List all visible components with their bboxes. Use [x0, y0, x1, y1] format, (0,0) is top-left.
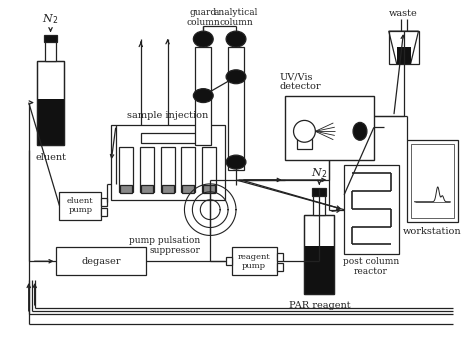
Bar — [284, 96, 374, 160]
Text: workstation: workstation — [403, 227, 462, 236]
Bar — [111, 125, 225, 200]
Polygon shape — [389, 31, 419, 64]
Bar — [182, 185, 194, 193]
Bar — [59, 192, 101, 220]
Bar — [36, 99, 64, 145]
Bar — [203, 185, 215, 193]
Ellipse shape — [293, 120, 315, 142]
Bar — [36, 61, 64, 145]
Bar — [226, 257, 232, 265]
Bar — [304, 246, 334, 294]
Text: N$_2$: N$_2$ — [43, 12, 59, 26]
Bar — [277, 263, 283, 271]
Bar — [161, 147, 174, 192]
Bar — [389, 31, 419, 64]
Bar — [312, 188, 326, 196]
Bar — [44, 35, 57, 42]
Text: reagent
pump: reagent pump — [237, 253, 270, 270]
Text: UV/Vis
detector: UV/Vis detector — [280, 72, 321, 91]
Bar — [232, 248, 277, 275]
Text: sample injection: sample injection — [127, 111, 208, 120]
Text: analytical
column: analytical column — [214, 7, 258, 27]
Bar — [195, 47, 211, 145]
Bar — [141, 133, 205, 143]
Bar — [297, 139, 312, 149]
Bar — [36, 61, 64, 145]
Bar — [182, 147, 195, 192]
Bar — [410, 144, 454, 218]
Bar — [202, 147, 216, 192]
Ellipse shape — [226, 70, 246, 84]
Text: N$_2$: N$_2$ — [311, 166, 328, 180]
Bar — [304, 215, 334, 294]
Bar — [407, 140, 458, 222]
Ellipse shape — [193, 31, 213, 47]
Text: degaser: degaser — [82, 257, 121, 266]
Ellipse shape — [226, 155, 246, 169]
Text: eluent
pump: eluent pump — [67, 197, 93, 214]
Bar — [304, 215, 334, 294]
Bar — [277, 253, 283, 261]
Text: pump pulsation
suppressor: pump pulsation suppressor — [129, 236, 201, 255]
Bar — [141, 185, 153, 193]
Text: waste: waste — [389, 9, 418, 18]
Ellipse shape — [226, 31, 246, 47]
Bar — [162, 185, 173, 193]
Polygon shape — [397, 47, 410, 64]
Text: post column
reactor: post column reactor — [343, 256, 399, 276]
Bar — [101, 198, 107, 206]
Bar — [344, 165, 399, 254]
Ellipse shape — [353, 122, 367, 140]
Bar — [101, 208, 107, 216]
Bar — [45, 41, 56, 61]
Bar — [140, 147, 154, 192]
Bar — [119, 147, 133, 192]
Bar — [313, 195, 325, 215]
Text: PAR reagent: PAR reagent — [289, 301, 350, 310]
Bar — [228, 47, 244, 170]
Text: eluent: eluent — [35, 153, 66, 162]
Bar — [56, 248, 146, 275]
Text: guard
column: guard column — [186, 7, 220, 27]
Bar — [120, 185, 132, 193]
Ellipse shape — [193, 89, 213, 103]
